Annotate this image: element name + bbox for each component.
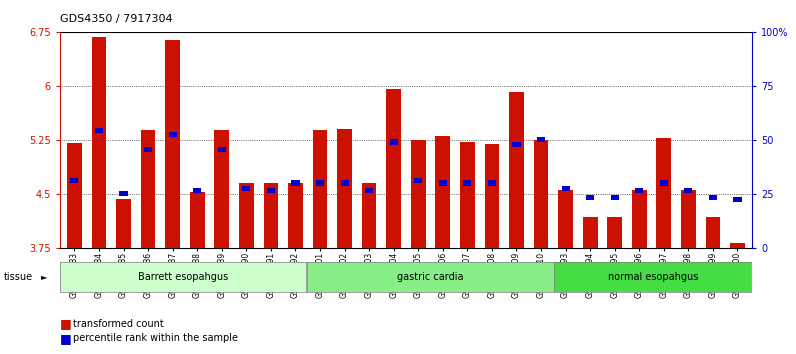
Bar	[92, 37, 107, 248]
Bar	[386, 90, 401, 248]
Bar	[116, 199, 131, 248]
Bar	[389, 139, 398, 144]
Bar	[733, 197, 742, 202]
Bar	[414, 178, 423, 183]
Text: percentile rank within the sample: percentile rank within the sample	[73, 333, 238, 343]
Bar	[316, 181, 324, 185]
Bar	[267, 188, 275, 193]
Bar	[218, 147, 226, 152]
Bar	[341, 181, 349, 185]
Bar	[313, 131, 327, 248]
Text: tissue: tissue	[4, 272, 33, 282]
Text: ■: ■	[60, 318, 72, 330]
Bar	[95, 128, 103, 133]
Bar	[685, 188, 693, 193]
Text: ■: ■	[60, 332, 72, 344]
Bar	[513, 142, 521, 147]
Bar	[263, 183, 279, 248]
Bar	[485, 144, 499, 248]
Bar	[681, 190, 696, 248]
Bar	[611, 195, 618, 200]
Bar	[439, 181, 447, 185]
Bar	[657, 138, 671, 248]
Text: ►: ►	[41, 273, 48, 281]
Bar	[460, 142, 474, 248]
Bar	[144, 147, 152, 152]
Bar	[705, 217, 720, 248]
Bar	[242, 185, 251, 190]
Bar	[709, 195, 717, 200]
Bar	[558, 190, 573, 248]
Bar	[338, 129, 352, 248]
Bar	[463, 181, 471, 185]
Text: gastric cardia: gastric cardia	[397, 272, 463, 282]
Text: transformed count: transformed count	[73, 319, 164, 329]
Bar	[67, 143, 82, 248]
Bar	[166, 40, 180, 248]
Bar	[509, 92, 524, 248]
Bar	[193, 188, 201, 193]
Bar	[288, 183, 302, 248]
Text: Barrett esopahgus: Barrett esopahgus	[138, 272, 228, 282]
Bar	[70, 178, 79, 183]
Bar	[361, 183, 377, 248]
Bar	[660, 181, 668, 185]
Bar	[583, 217, 598, 248]
Bar	[365, 188, 373, 193]
Bar	[607, 217, 622, 248]
Bar	[730, 243, 745, 248]
Bar	[488, 181, 496, 185]
Bar	[632, 190, 646, 248]
Bar	[435, 136, 451, 248]
Bar	[635, 188, 643, 193]
Text: normal esopahgus: normal esopahgus	[607, 272, 698, 282]
Bar	[533, 140, 548, 248]
Bar	[291, 181, 299, 185]
Bar	[141, 131, 155, 248]
Bar	[190, 192, 205, 248]
Bar	[411, 140, 426, 248]
Bar	[119, 191, 127, 196]
Bar	[537, 137, 545, 142]
Text: GDS4350 / 7917304: GDS4350 / 7917304	[60, 14, 172, 24]
Bar	[214, 131, 229, 248]
Bar	[169, 132, 177, 137]
Bar	[586, 195, 594, 200]
Bar	[561, 185, 570, 190]
Bar	[239, 183, 254, 248]
